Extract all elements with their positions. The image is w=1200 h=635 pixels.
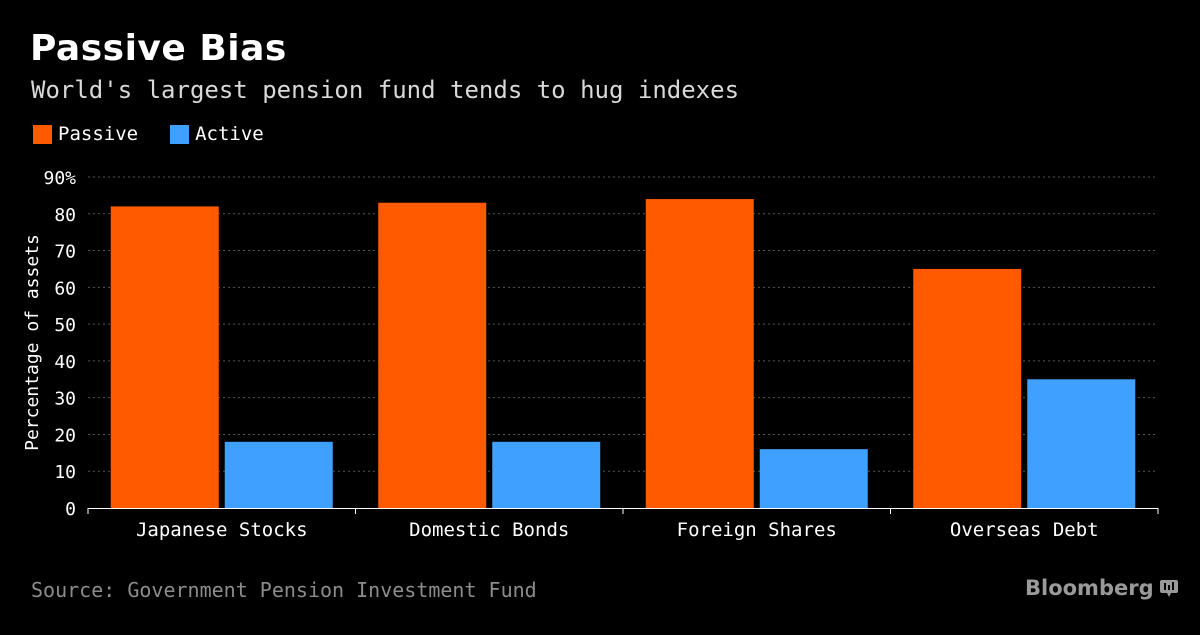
y-tick-label: 10 xyxy=(54,462,76,483)
bar-active xyxy=(224,441,333,508)
bar-active xyxy=(759,449,868,508)
y-tick-label: 50 xyxy=(54,315,76,336)
y-tick-label: 30 xyxy=(54,389,76,410)
bar-passive xyxy=(645,199,754,509)
legend-swatch-passive xyxy=(33,124,52,144)
legend-label-active: Active xyxy=(195,123,264,145)
bar-passive xyxy=(110,206,219,508)
bar-passive xyxy=(913,268,1022,508)
y-tick-label: 20 xyxy=(54,425,76,446)
x-tick-label: Japanese Stocks xyxy=(136,519,308,541)
y-tick-label: 60 xyxy=(54,278,76,299)
y-tick-label: 0 xyxy=(65,499,76,520)
legend-item-active: Active xyxy=(170,123,264,145)
chart-title: Passive Bias xyxy=(30,28,287,69)
legend-item-passive: Passive xyxy=(33,123,138,145)
legend-swatch-active xyxy=(170,124,190,144)
chart-subtitle: World's largest pension fund tends to hu… xyxy=(31,76,740,104)
bar-passive xyxy=(378,202,487,508)
x-tick-label: Foreign Shares xyxy=(677,519,837,541)
bar-active xyxy=(1027,379,1136,508)
brand-logo: Bloomberg xyxy=(1025,576,1178,600)
bloomberg-terminal-icon xyxy=(1159,580,1178,597)
source-note: Source: Government Pension Investment Fu… xyxy=(31,578,537,602)
x-tick-label: Overseas Debt xyxy=(950,519,1099,541)
legend: Passive Active xyxy=(33,123,296,145)
x-tick-label: Domestic Bonds xyxy=(409,519,569,541)
y-axis-label: Percentage of assets xyxy=(22,234,43,451)
y-tick-label: 70 xyxy=(54,242,76,263)
y-tick-label: 80 xyxy=(54,205,76,226)
y-tick-label: 90% xyxy=(43,168,76,189)
legend-label-passive: Passive xyxy=(58,123,139,145)
y-tick-label: 40 xyxy=(54,352,76,373)
brand-name: Bloomberg xyxy=(1025,576,1154,600)
bar-active xyxy=(492,441,601,508)
